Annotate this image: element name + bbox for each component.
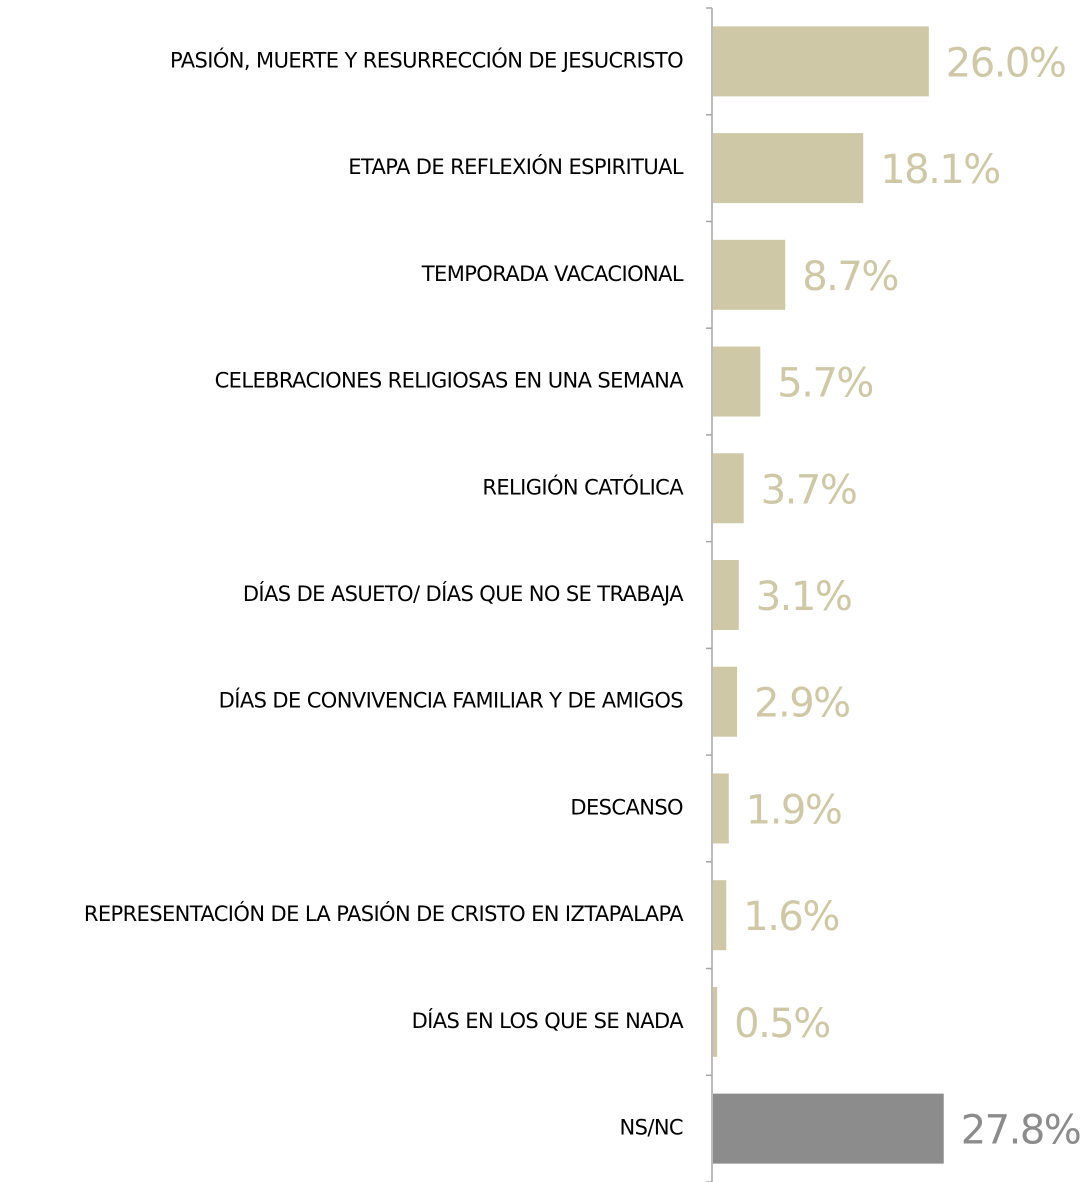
value-label: 1.6% [743, 894, 839, 940]
value-label: 5.7% [777, 361, 873, 407]
bar [713, 346, 761, 417]
bar [713, 26, 929, 97]
value-label: 18.1% [880, 147, 1000, 193]
category-label: DESCANSO [570, 795, 683, 819]
value-label: 0.5% [734, 1001, 830, 1047]
value-label: 26.0% [946, 40, 1066, 86]
bar [713, 133, 864, 204]
value-label: 8.7% [802, 254, 898, 300]
category-label: REPRESENTACIÓN DE LA PASIÓN DE CRISTO EN… [84, 901, 684, 926]
category-label: CELEBRACIONES RELIGIOSAS EN UNA SEMANA [215, 369, 685, 393]
value-label: 27.8% [961, 1108, 1081, 1154]
category-label: DÍAS EN LOS QUE SE NADA [412, 1008, 685, 1033]
category-label: DÍAS DE ASUETO/ DÍAS QUE NO SE TRABAJA [243, 581, 684, 606]
bar [713, 986, 718, 1057]
category-label: ETAPA DE REFLEXIÓN ESPIRITUAL [348, 154, 684, 179]
category-label: TEMPORADA VACACIONAL [421, 262, 684, 286]
bar [713, 560, 739, 630]
bar [713, 1093, 944, 1164]
value-label: 3.1% [756, 574, 852, 620]
category-label: RELIGIÓN CATÓLICA [482, 474, 684, 499]
bar [713, 773, 729, 844]
bar [713, 453, 744, 524]
category-label: NS/NC [620, 1116, 684, 1140]
value-label: 2.9% [754, 681, 850, 727]
bar [713, 880, 727, 951]
category-label: PASIÓN, MUERTE Y RESURRECCIÓN DE JESUCRI… [170, 47, 683, 72]
value-label: 1.9% [746, 787, 842, 833]
bar [713, 239, 786, 310]
value-label: 3.7% [761, 467, 857, 513]
category-label: DÍAS DE CONVIVENCIA FAMILIAR Y DE AMIGOS [219, 688, 684, 713]
bar [713, 666, 738, 737]
